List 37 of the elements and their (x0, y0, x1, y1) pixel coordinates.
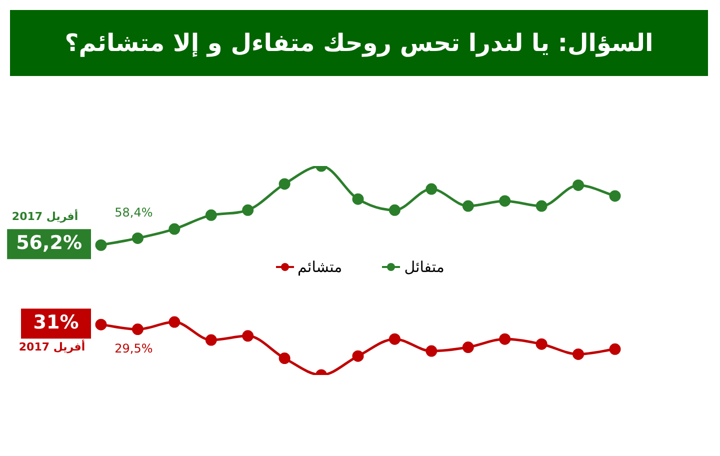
point (536, 338, 548, 350)
point (168, 223, 180, 235)
point (205, 209, 217, 221)
text: أفريل 2017 (12, 208, 78, 223)
point (499, 333, 511, 345)
point (278, 352, 290, 364)
point (132, 232, 144, 244)
point (278, 178, 290, 190)
point (536, 200, 548, 212)
point (572, 348, 584, 360)
point (242, 204, 254, 216)
point (426, 183, 438, 195)
data-label: 58,4% (114, 205, 153, 220)
point (462, 200, 474, 212)
point (132, 324, 144, 336)
point (352, 193, 364, 205)
legend-label: متشائم (298, 258, 342, 276)
point (95, 318, 107, 330)
point (388, 204, 400, 216)
point (499, 195, 511, 207)
point (242, 330, 254, 342)
point (388, 333, 400, 345)
annotation: أفريل 2017 (18, 339, 86, 354)
point (168, 316, 180, 328)
data-label: 31% (33, 312, 79, 334)
point (462, 342, 474, 354)
point (205, 334, 217, 346)
point (609, 343, 621, 355)
data-label: 29,5% (114, 341, 153, 356)
point (572, 179, 584, 191)
legend-label: متفائل (404, 258, 444, 276)
data-label: 56,2% (16, 232, 82, 254)
chart-title: السؤال: يا لندرا تحس روحك متفاءل و إلا متشائم؟ (10, 10, 708, 76)
point (609, 190, 621, 202)
point (95, 239, 107, 251)
point (352, 350, 364, 362)
point (426, 345, 438, 357)
